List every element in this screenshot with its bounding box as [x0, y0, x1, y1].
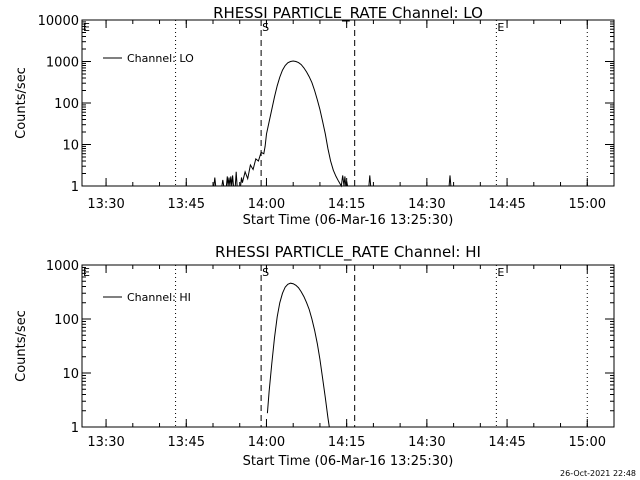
- x-tick-label: 15:00: [569, 197, 606, 212]
- x-axis-label: Start Time (06-Mar-16 13:25:30): [243, 213, 454, 228]
- x-tick-label: 14:30: [408, 435, 445, 450]
- marker-label: E: [83, 21, 90, 34]
- plot-frame: [81, 264, 615, 428]
- x-tick-label: 13:30: [87, 435, 124, 450]
- y-axis-label: Counts/sec: [14, 310, 29, 382]
- x-tick-label: 13:45: [168, 197, 205, 212]
- y-axis-label: Counts/sec: [14, 67, 29, 139]
- x-tick-label: 14:00: [248, 435, 285, 450]
- legend-label: Channel: LO: [127, 52, 194, 65]
- x-tick-label: 14:15: [328, 435, 365, 450]
- legend-label: Channel: HI: [127, 291, 191, 304]
- y-tick-label: 100: [54, 97, 79, 112]
- x-tick-label: 14:45: [488, 435, 525, 450]
- y-tick-label: 1: [71, 421, 79, 436]
- y-tick-label: 1000: [46, 56, 79, 71]
- plot-frame: [81, 19, 615, 187]
- chart-title: RHESSI PARTICLE_RATE Channel: HI: [215, 243, 481, 262]
- y-tick-label: 10: [62, 367, 79, 382]
- panel-lo: RHESSI PARTICLE_RATE Channel: LO Counts/s…: [14, 4, 615, 228]
- y-tick-label: 1000: [46, 259, 79, 274]
- series-line: [266, 282, 330, 428]
- chart-title: RHESSI PARTICLE_RATE Channel: LO: [213, 4, 483, 23]
- y-tick-label: 10: [62, 139, 79, 154]
- x-tick-label: 13:45: [168, 435, 205, 450]
- panel-hi: RHESSI PARTICLE_RATE Channel: HI Counts/s…: [14, 243, 615, 469]
- y-tick-label: 1: [71, 180, 79, 195]
- x-tick-label: 13:30: [87, 197, 124, 212]
- x-tick-label: 15:00: [569, 435, 606, 450]
- x-tick-label: 14:15: [328, 197, 365, 212]
- x-tick-label: 14:00: [248, 197, 285, 212]
- x-axis-label: Start Time (06-Mar-16 13:25:30): [243, 454, 454, 469]
- y-tick-label: 100: [54, 313, 79, 328]
- marker-label: E: [83, 266, 90, 279]
- x-tick-label: 14:45: [488, 197, 525, 212]
- marker-label: S: [262, 266, 269, 279]
- marker-label: S: [262, 21, 269, 34]
- x-tick-label: 14:30: [408, 197, 445, 212]
- y-tick-label: 10000: [38, 14, 79, 29]
- plot-timestamp: 26-Oct-2021 22:48: [560, 469, 636, 478]
- marker-label: E: [497, 21, 504, 34]
- series-line: [213, 60, 452, 188]
- marker-label: E: [497, 266, 504, 279]
